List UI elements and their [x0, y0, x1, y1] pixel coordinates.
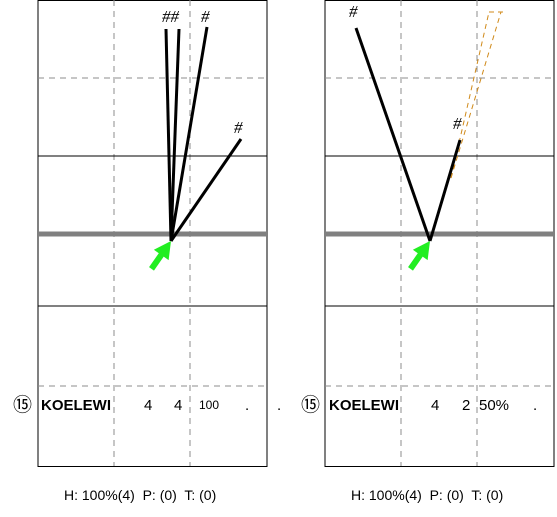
right-ray-2	[430, 140, 460, 241]
left-footer: H: 100%(4) P: (0) T: (0)	[64, 487, 216, 503]
right-row: ⑮ KOELEWI 4 2 50% .	[301, 394, 537, 416]
right-row-badge: ⑮	[301, 394, 320, 416]
left-footer-h: H: 100%(4)	[64, 487, 135, 503]
right-footer-t: T: (0)	[471, 487, 503, 503]
left-row-dot1: .	[245, 397, 249, 414]
right-footer-p: P: (0)	[430, 487, 464, 503]
right-row-v3: 50%	[479, 397, 509, 414]
left-row-badge: ⑮	[13, 394, 32, 416]
right-ray-1	[356, 28, 430, 241]
right-row-dot1: .	[533, 397, 537, 414]
left-footer-p: P: (0)	[143, 487, 177, 503]
right-hash-label-1: #	[349, 2, 358, 21]
green-arrow-icon	[403, 236, 437, 274]
right-footer-h: H: 100%(4)	[351, 487, 422, 503]
left-row-dot2: .	[277, 397, 281, 414]
left-ray-1	[166, 29, 171, 241]
right-row-v1: 4	[431, 397, 439, 414]
right-hash-label-2: #	[453, 114, 462, 133]
left-row-v2: 4	[174, 397, 182, 414]
left-row-v3: 100	[199, 398, 219, 412]
left-row-name: KOELEWI	[41, 397, 111, 414]
right-footer: H: 100%(4) P: (0) T: (0)	[351, 487, 503, 503]
left-hash-label-3: #	[234, 118, 243, 137]
right-row-name: KOELEWI	[329, 397, 399, 414]
green-arrow-icon	[144, 236, 178, 274]
left-footer-t: T: (0)	[184, 487, 216, 503]
left-hash-label-2: #	[201, 7, 210, 26]
right-row-v2: 2	[462, 397, 470, 414]
left-hash-label-1: ##	[162, 7, 180, 26]
left-ray-4	[171, 139, 241, 241]
left-row: ⑮ KOELEWI 4 4 100 . .	[13, 394, 281, 416]
left-row-v1: 4	[144, 397, 152, 414]
